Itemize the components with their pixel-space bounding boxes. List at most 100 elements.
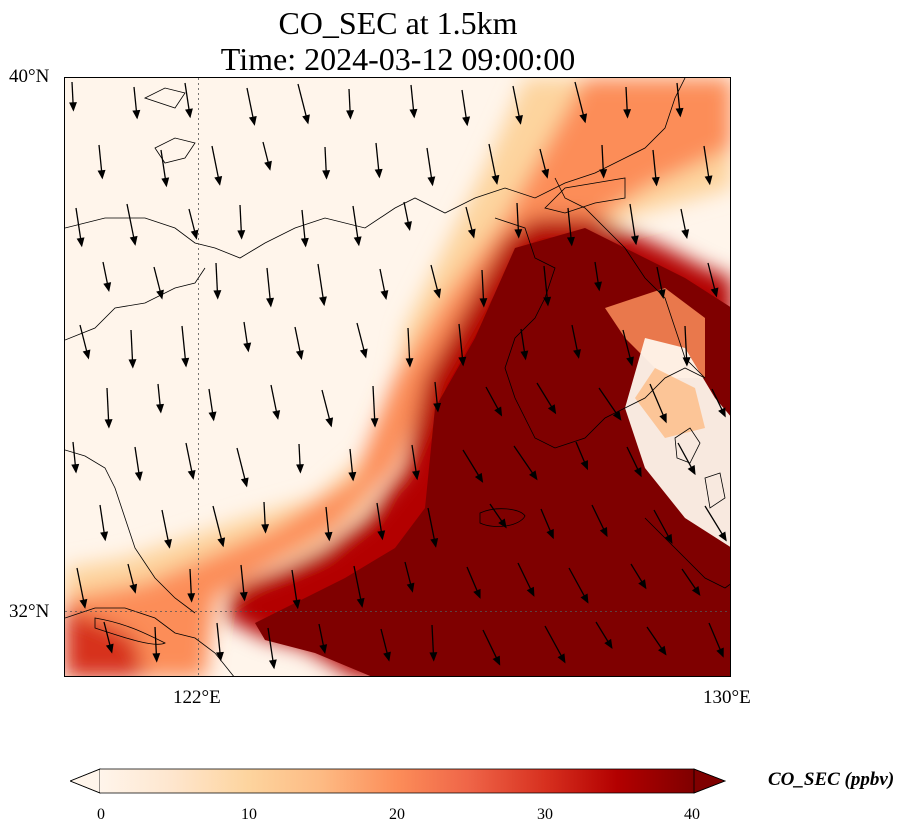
wind-arrow-head [214,175,223,186]
wind-arrow-head [638,579,647,590]
wind-arrow-head [79,598,88,609]
wind-arrow-head [240,477,249,488]
colorbar-label: CO_SEC (ppbv) [768,769,895,790]
wind-arrow-head [579,113,588,124]
wind-arrow-head [181,357,190,368]
wind-arrow-head [268,659,277,670]
wind-arrow-head [541,168,550,179]
wind-arrow-head [604,638,613,650]
wind-arrow-head [76,237,85,248]
wind-arrow-head [272,410,281,420]
wind-arrow-head [543,296,552,307]
lat-tick-label-40n: 40°N [9,66,50,87]
wind-arrow-head [353,236,362,247]
wind-arrow-head [675,107,684,118]
wind-arrow-head [383,651,391,662]
wind-arrow-head [716,647,724,658]
wind-arrow-head [657,289,666,300]
jeju-island-outline [479,508,526,527]
colorbar-max-extend [693,768,726,794]
map-panel [64,77,731,677]
lon-tick-label-130e: 130°E [703,687,751,708]
wind-arrow-head [514,229,523,239]
wind-arrow-head [580,593,589,604]
wind-arrow-head [319,296,327,307]
wind-arrow-head [491,174,500,185]
wind-arrow-head [103,282,112,293]
wind-arrow-head [356,597,365,608]
wind-arrow-head [325,417,334,428]
wind-arrow-head [187,469,196,480]
wind-arrow-head [664,533,673,544]
wind-arrow-head [324,531,333,542]
wind-arrow-head [346,110,355,120]
wind-arrow-head [718,531,727,542]
wind-arrow-head [681,229,690,240]
wind-arrow-head [71,463,80,474]
wind-arrow-head [156,289,164,300]
wind-arrow-head [409,108,418,119]
wind-arrow-head [599,169,608,179]
wind-arrow-head [243,342,252,353]
wind-arrow-head [105,643,114,654]
wind-arrow-head [215,651,224,662]
concentration-core [255,228,730,676]
wind-arrow-head [239,591,248,602]
wind-arrow-head [515,114,523,125]
wind-arrow-head [128,359,137,369]
wind-arrow-head [433,288,442,299]
wind-arrow-head [300,237,309,248]
wind-arrow-head [292,599,301,610]
colorbar-tick-40: 40 [684,806,700,823]
wind-arrow-head [557,653,566,664]
wind-arrow-head [296,464,304,474]
wind-arrow-head [132,109,141,120]
wind-arrow-head [634,467,642,478]
wind-arrow-head [370,418,379,428]
wind-arrow-head [213,290,222,300]
wind-arrow-head [704,175,713,186]
wind-arrow-head [573,349,581,359]
wind-arrow-head [462,116,471,127]
colorbar [70,768,726,794]
lon-tick-label-122e: 122°E [173,687,221,708]
wind-arrow-head [594,281,602,292]
wind-arrow-head [261,524,270,534]
wind-arrow-head [687,465,696,476]
wind-arrow-head [718,407,726,418]
wind-arrow-head [494,406,503,417]
wind-arrow-head [129,583,138,594]
wind-arrow-head [69,102,77,112]
gridlines [65,78,730,676]
lat-tick-label-32n: 32°N [9,601,50,622]
coastlines [65,78,730,676]
figure-title-line-2: Time: 2024-03-12 09:00:00 [220,41,576,77]
wind-arrow-head [295,350,304,361]
colorbar-tick-10: 10 [241,806,257,823]
wind-arrow-head [185,108,193,119]
wind-arrow-head [547,404,557,415]
wind-arrow-head [264,160,272,171]
wind-arrow-head [129,235,138,246]
wind-arrow-head [377,530,386,541]
wind-arrow-head [479,298,488,308]
wind-arrow-head [566,236,575,247]
wind-arrow-head [427,176,436,187]
wind-arrow-head [100,531,109,542]
wind-arrow-head [659,413,667,424]
wind-arrow-head [374,168,383,179]
wind-arrow-head [164,538,172,549]
co-sec-map [65,78,730,676]
wind-arrow-head [319,644,328,655]
wind-arrow-head [630,235,639,246]
wind-arrows [69,81,727,670]
wind-arrow-head [458,356,467,367]
wind-arrow-head [430,537,439,548]
colorbar-tick-0: 0 [97,806,105,823]
colorbar-outline [70,768,726,794]
wind-arrow-head [492,655,501,666]
wind-arrow-head [626,356,634,367]
wind-arrow-head [474,472,484,483]
wind-arrow-head [187,593,196,603]
wind-arrow-head [520,350,529,361]
